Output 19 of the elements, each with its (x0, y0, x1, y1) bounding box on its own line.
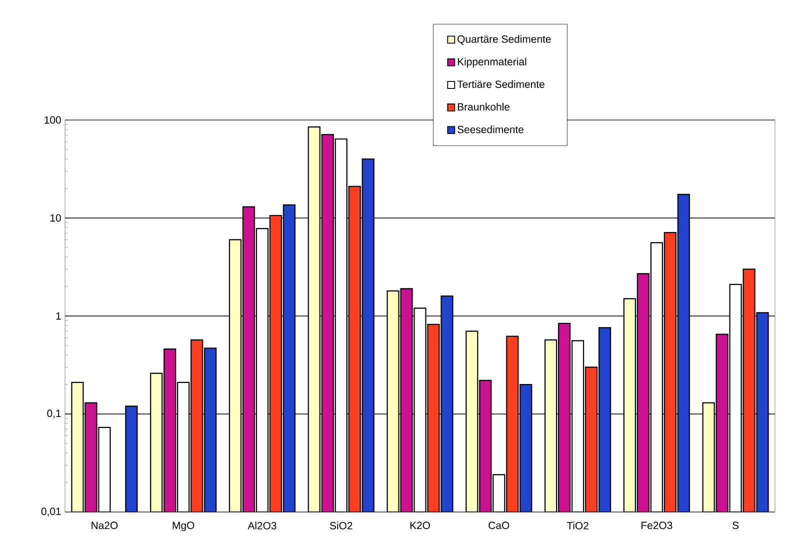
x-tick-label: SiO2 (330, 522, 352, 530)
y-tick-label: 0,01 (41, 508, 61, 516)
y-tick-label: 100 (44, 116, 61, 124)
legend-label: Braunkohle (458, 102, 510, 111)
y-tick-label: 10 (50, 214, 61, 222)
x-tick-label: Fe2O3 (642, 522, 672, 530)
x-tick-label: Al2O3 (248, 522, 276, 530)
x-tick-label: CaO (488, 522, 510, 530)
legend-label: Seesedimente (458, 126, 524, 134)
legend-label: Quartäre Sedimente (458, 35, 551, 45)
legend-label: Kippenmaterial (458, 58, 526, 68)
x-tick-label: S (732, 522, 739, 530)
x-tick-label: MgO (172, 522, 194, 532)
y-tick-label: 1 (56, 312, 61, 320)
y-tick-label: 0,1 (47, 410, 61, 418)
x-tick-label: Na2O (92, 522, 118, 530)
x-tick-label: K2O (410, 522, 430, 530)
legend-label: Tertiäre Sedimente (457, 80, 544, 88)
x-tick-label: TiO2 (566, 522, 588, 530)
